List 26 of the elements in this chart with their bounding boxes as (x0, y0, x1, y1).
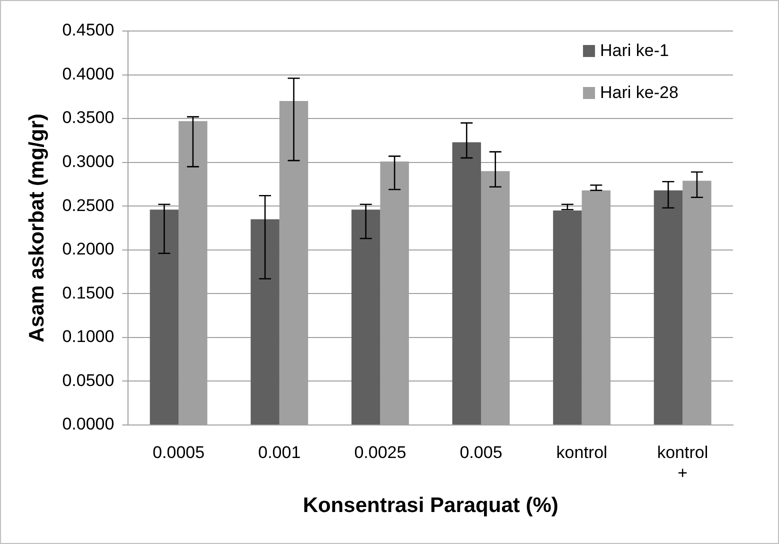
x-tick-label: 0.001 (258, 442, 301, 462)
x-tick-label: kontrol + (657, 442, 708, 482)
x-tick-label: 0.0005 (152, 442, 205, 462)
y-tick-label: 0.0500 (62, 370, 114, 390)
y-tick-label: 0.1000 (62, 327, 114, 346)
bar (553, 210, 582, 424)
legend-label: Hari ke-1 (600, 41, 669, 61)
y-tick-label: 0.1500 (62, 283, 114, 302)
y-tick-label: 0.2500 (62, 196, 114, 215)
bar (150, 210, 179, 424)
y-axis-title: Asam askorbat (mg/gr) (25, 114, 48, 342)
y-tick-label: 0.3500 (62, 108, 114, 128)
y-tick-label: 0.3000 (62, 152, 114, 172)
x-tick-label: 0.0025 (354, 442, 406, 462)
legend-label: Hari ke-28 (600, 83, 678, 103)
bar (250, 219, 280, 424)
x-axis-title: Konsentrasi Paraquat (%) (302, 494, 558, 518)
y-tick-label: 0.0000 (62, 414, 114, 434)
bar (351, 210, 380, 424)
y-tick-label: 0.4000 (62, 64, 114, 84)
y-tick-label: 0.4500 (62, 20, 114, 40)
bar (452, 142, 481, 424)
x-tick-label: 0.005 (460, 442, 502, 462)
y-tick-label: 0.2000 (62, 240, 114, 259)
x-tick-label: kontrol (556, 442, 608, 462)
bar (654, 190, 683, 424)
